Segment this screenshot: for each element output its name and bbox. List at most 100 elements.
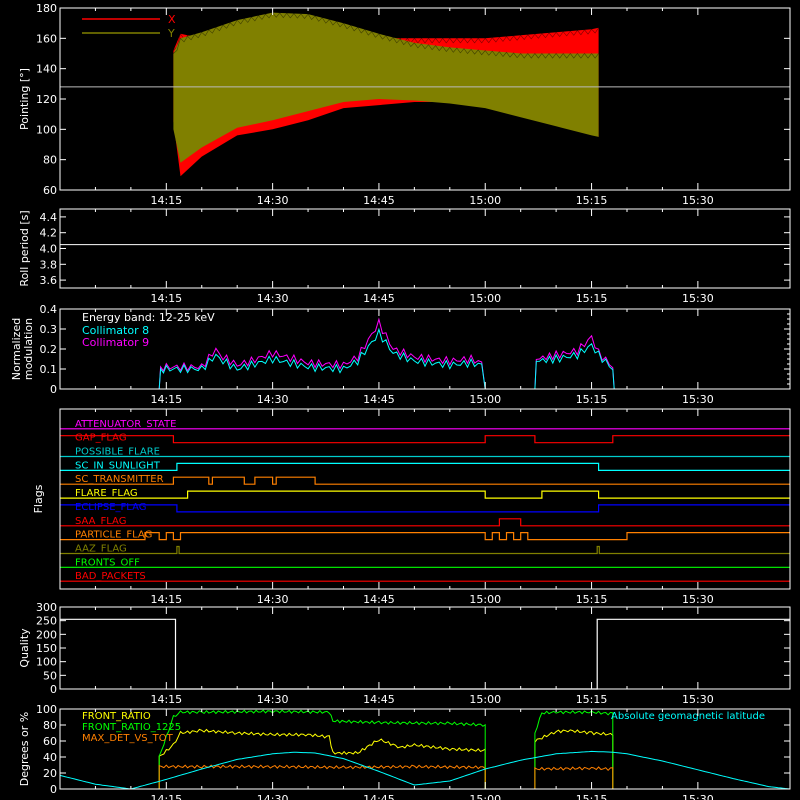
roll-y-tick-label: 3.8 <box>40 258 58 271</box>
flags-ylabel: Flags <box>32 484 45 513</box>
legend-label-collimator-8: Collimator 8 <box>82 324 149 337</box>
ratios-x-tick-label: 14:15 <box>150 793 182 800</box>
roll-y-tick-label: 4.0 <box>40 243 58 256</box>
quality-y-tick-label: 200 <box>36 628 57 641</box>
legend-label-max-det-vs-tot: MAX_DET_VS_TOT <box>82 733 174 744</box>
quality-x-tick-label: 14:30 <box>257 693 289 706</box>
series-absolute-geomagnetic-latitude <box>59 750 791 790</box>
ratios-x-tick-label: 15:30 <box>682 793 714 800</box>
panel-flags: ATTENUATOR_STATE GAP_FLAG POSSIBLE_FLARE SC… <box>32 408 791 606</box>
flag-line-eclipse-flag <box>60 504 790 513</box>
pointing-ylabel: Pointing [°] <box>18 68 31 130</box>
roll-y-tick-label: 3.6 <box>40 274 58 287</box>
legend-label-y: Y <box>167 27 175 40</box>
pointing-x-tick-label: 15:00 <box>469 194 501 207</box>
ratios-y-tick-label: 40 <box>43 751 57 764</box>
legend-label-front-ratio: FRONT_RATIO <box>82 711 151 722</box>
flags-x-tick-label: 14:30 <box>257 593 289 606</box>
flags-x-tick-label: 14:45 <box>363 593 395 606</box>
flag-line-gap-flag <box>60 435 790 444</box>
panel-pointing: XY 60 80 100 120 140 160 180 14:15 14:30 14:45 15:0… <box>18 2 791 207</box>
modulation-y-tick-label: 0.2 <box>40 343 58 356</box>
panel-roll: 3.6 3.8 4.0 4.2 4.4 14:15 14:30 14:45 15:00 15:15… <box>18 208 791 305</box>
ratios-y-tick-label: 80 <box>43 719 57 732</box>
flag-label-flare-flag: FLARE_FLAG <box>75 488 138 499</box>
quality-y-tick-label: 250 <box>36 615 57 628</box>
flag-label-possible-flare: POSSIBLE_FLARE <box>75 447 160 458</box>
modulation-x-tick-label: 14:15 <box>150 393 182 406</box>
flag-label-sc-in-sunlight: SC_IN_SUNLIGHT <box>75 460 161 471</box>
pointing-y-tick-label: 80 <box>43 154 57 167</box>
roll-x-tick-label: 14:45 <box>363 292 395 305</box>
quality-y-tick-label: 100 <box>36 656 57 669</box>
ratios-y-tick-label: 100 <box>36 703 57 716</box>
legend-label-x: X <box>168 13 176 26</box>
quality-x-tick-label: 15:00 <box>469 693 501 706</box>
pointing-y-tick-label: 180 <box>36 2 57 15</box>
roll-y-tick-label: 4.4 <box>40 211 58 224</box>
flag-label-gap-flag: GAP_FLAG <box>75 433 127 444</box>
panel-ratios: 0 20 40 60 80 100 FRONT_RATIOFRONT_RATIO_1225M… <box>18 703 791 800</box>
quality-x-tick-label: 15:30 <box>682 693 714 706</box>
modulation-y-tick-label: 0.3 <box>40 323 58 336</box>
flags-x-tick-label: 15:30 <box>682 593 714 606</box>
flag-label-saa-flag: SAA_FLAG <box>75 516 126 527</box>
ratios-y-tick-label: 20 <box>43 767 57 780</box>
flag-label-aaz-flag: AAZ_FLAG <box>75 543 127 554</box>
quality-y-tick-label: 300 <box>36 601 57 614</box>
flag-label-bad-packets: BAD_PACKETS <box>75 571 146 582</box>
quality-frame <box>59 606 791 690</box>
ratios-x-tick-label: 15:00 <box>469 793 501 800</box>
roll-x-tick-label: 15:15 <box>576 292 608 305</box>
modulation-ylabel-line1: Normalized <box>10 318 23 380</box>
flag-line-aaz-flag <box>60 545 790 555</box>
flag-label-eclipse-flag: ECLIPSE_FLAG <box>75 502 146 513</box>
flag-label-sc-transmitter: SC_TRANSMITTER <box>75 474 164 485</box>
legend-label-geomagnetic-latitude: Absolute geomagnetic latitude <box>611 711 765 722</box>
flag-line-particle-flag <box>60 531 790 541</box>
modulation-y-tick-label: 0.4 <box>40 303 58 316</box>
quality-x-tick-label: 15:15 <box>576 693 608 706</box>
ratios-frame <box>59 708 791 790</box>
modulation-x-tick-label: 14:30 <box>257 393 289 406</box>
pointing-y-tick-label: 140 <box>36 63 57 76</box>
pointing-x-tick-label: 15:30 <box>682 194 714 207</box>
flag-label-attenuator-state: ATTENUATOR_STATE <box>75 419 176 430</box>
modulation-y-tick-label: 0.1 <box>40 363 58 376</box>
roll-x-tick-label: 15:00 <box>469 292 501 305</box>
pointing-x-tick-label: 14:30 <box>257 194 289 207</box>
quality-x-tick-label: 14:15 <box>150 693 182 706</box>
series-y-ripple <box>173 12 599 59</box>
quality-y-tick-label: 150 <box>36 642 57 655</box>
modulation-y-tick-label: 0 <box>50 383 57 396</box>
flag-line-flare-flag <box>60 490 790 499</box>
modulation-x-tick-label: 14:45 <box>363 393 395 406</box>
modulation-x-tick-label: 15:30 <box>682 393 714 406</box>
flag-line-saa-flag <box>60 518 790 527</box>
flags-x-tick-label: 15:00 <box>469 593 501 606</box>
quality-y-tick-label: 0 <box>50 683 57 696</box>
quality-ylabel: Quality <box>18 628 31 668</box>
quality-y-tick-label: 50 <box>43 669 57 682</box>
flags-x-tick-label: 15:15 <box>576 593 608 606</box>
pointing-y-tick-label: 60 <box>43 184 57 197</box>
roll-x-tick-label: 14:30 <box>257 292 289 305</box>
flag-line-sc-transmitter <box>60 476 790 485</box>
modulation-ylabel-line2: modulation <box>22 318 35 380</box>
modulation-x-tick-label: 15:00 <box>469 393 501 406</box>
ratios-x-tick-label: 14:30 <box>257 793 289 800</box>
roll-ylabel: Roll period [s] <box>18 210 31 286</box>
pointing-y-tick-label: 160 <box>36 32 57 45</box>
flag-line-sc-in-sunlight <box>60 462 790 471</box>
roll-y-tick-label: 4.2 <box>40 227 58 240</box>
flag-label-fronts-off: FRONTS_OFF <box>75 557 140 568</box>
roll-x-tick-label: 14:15 <box>150 292 182 305</box>
flag-label-particle-flag: PARTICLE_FLAG <box>75 530 152 541</box>
modulation-frame <box>59 308 791 390</box>
legend-label-collimator-9: Collimator 9 <box>82 336 149 349</box>
pointing-frame <box>59 7 791 191</box>
